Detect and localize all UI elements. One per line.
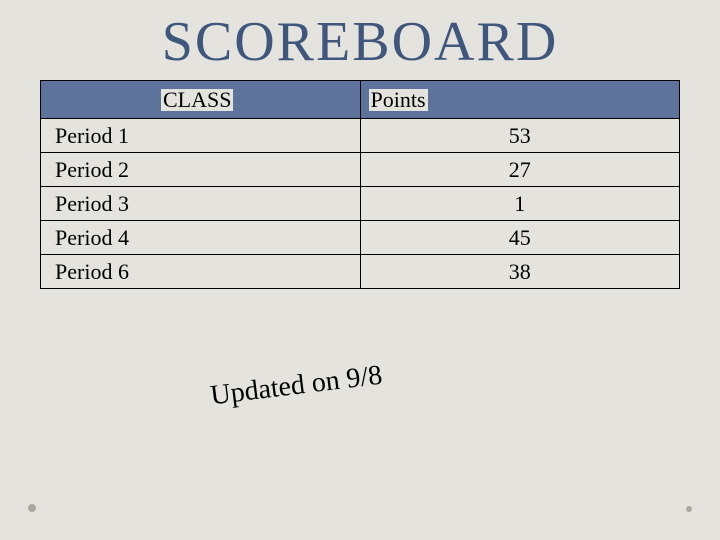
- table-row: Period 4 45: [41, 221, 680, 255]
- table-row: Period 2 27: [41, 153, 680, 187]
- table-row: Period 3 1: [41, 187, 680, 221]
- table-row: Period 6 38: [41, 255, 680, 289]
- decorative-dot: [686, 506, 692, 512]
- cell-class: Period 6: [41, 255, 361, 289]
- cell-class: Period 2: [41, 153, 361, 187]
- cell-points: 1: [360, 187, 679, 221]
- cell-class: Period 1: [41, 119, 361, 153]
- cell-points: 45: [360, 221, 679, 255]
- page-title: SCOREBOARD: [0, 0, 720, 80]
- cell-class: Period 4: [41, 221, 361, 255]
- updated-label: Updated on 9/8: [209, 360, 384, 413]
- header-cell-class: CLASS: [41, 81, 361, 119]
- table-header-row: CLASS Points: [41, 81, 680, 119]
- scoreboard-table: CLASS Points Period 1 53 Period 2 27 Per…: [40, 80, 680, 289]
- cell-class: Period 3: [41, 187, 361, 221]
- cell-points: 53: [360, 119, 679, 153]
- table-row: Period 1 53: [41, 119, 680, 153]
- cell-points: 27: [360, 153, 679, 187]
- header-label-points: Points: [369, 89, 428, 111]
- decorative-dot: [28, 504, 36, 512]
- header-cell-points: Points: [360, 81, 679, 119]
- header-label-class: CLASS: [161, 89, 233, 111]
- cell-points: 38: [360, 255, 679, 289]
